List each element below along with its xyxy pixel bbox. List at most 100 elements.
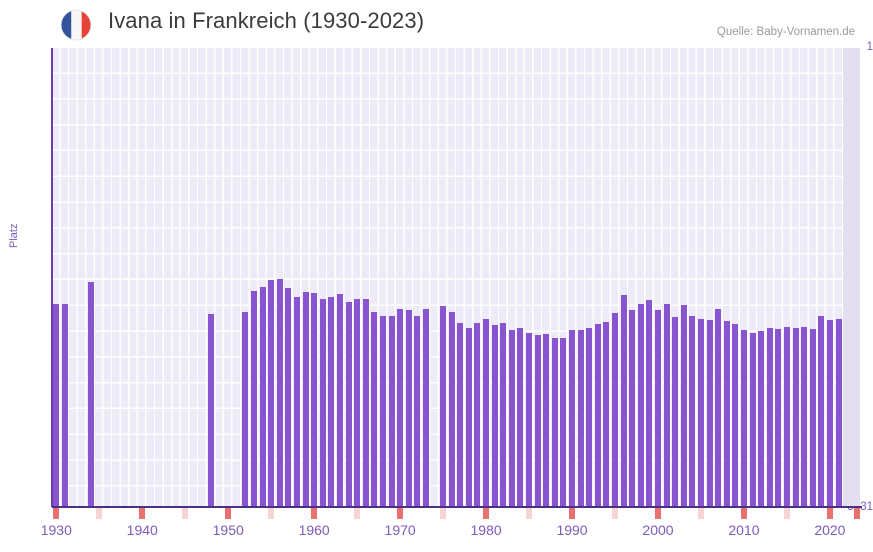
x-tick-minor [182, 508, 189, 519]
x-tick-minor [612, 508, 619, 519]
bar [397, 309, 404, 507]
bar [766, 328, 773, 507]
x-axis-labels: 1930 1940 1950 1960 1970 1980 1990 2000 2010 2020 [0, 522, 873, 546]
x-tick-minor [354, 508, 361, 519]
bar [371, 311, 378, 507]
bar [697, 319, 704, 507]
bar [268, 280, 275, 507]
x-tick-major [397, 508, 404, 519]
x-tick-major [311, 508, 318, 519]
x-axis-tick-label: 1960 [298, 522, 330, 538]
bar [740, 330, 747, 507]
x-tick-minor [440, 508, 447, 519]
bar [440, 306, 447, 507]
bar [259, 286, 266, 507]
bar [242, 311, 249, 507]
bar [208, 314, 215, 507]
bar [594, 324, 601, 507]
x-axis-line [52, 506, 862, 508]
plot-area [52, 48, 860, 507]
x-axis-tick-label: 1970 [384, 522, 416, 538]
x-tick-major [53, 508, 60, 519]
bar [646, 300, 653, 507]
bar [560, 337, 567, 507]
bar [250, 291, 257, 507]
bar [457, 322, 464, 507]
bar [706, 320, 713, 507]
bar [689, 316, 696, 507]
bar [448, 311, 455, 507]
bar [483, 319, 490, 507]
bar [526, 333, 533, 507]
chart-header: Ivana in Frankreich (1930-2023) Quelle: … [0, 0, 873, 44]
bar [629, 310, 636, 507]
x-tick-minor [783, 508, 790, 519]
x-tick-major [853, 508, 860, 519]
x-tick-major [826, 508, 833, 519]
bar [379, 316, 386, 507]
bar [414, 316, 421, 507]
x-tick-major [569, 508, 576, 519]
bar [801, 326, 808, 507]
x-axis-tick-label: 1930 [40, 522, 72, 538]
bar [474, 323, 481, 507]
bar [809, 329, 816, 507]
x-axis-tick-label: 1990 [556, 522, 588, 538]
bar [620, 295, 627, 507]
bar [61, 303, 68, 507]
bar [663, 303, 670, 507]
bar [654, 310, 661, 507]
x-axis-tick-label: 2020 [814, 522, 846, 538]
bar [500, 322, 507, 507]
france-flag-icon [60, 9, 92, 41]
bar [818, 316, 825, 507]
x-axis-tick-label: 2000 [642, 522, 674, 538]
bar [732, 324, 739, 507]
bar [551, 338, 558, 507]
bar [354, 298, 361, 507]
bar [637, 303, 644, 507]
bar [586, 327, 593, 507]
x-tick-minor [96, 508, 103, 519]
x-tick-major [740, 508, 747, 519]
no-data-region [842, 48, 860, 507]
bar [775, 329, 782, 507]
x-tick-minor [268, 508, 275, 519]
bar [422, 309, 429, 507]
x-tick-minor [697, 508, 704, 519]
bar [285, 287, 292, 507]
bar [680, 305, 687, 507]
bar [491, 325, 498, 507]
bar [311, 292, 318, 507]
bar-series [52, 48, 860, 507]
chart-title: Ivana in Frankreich (1930-2023) [108, 8, 425, 33]
bar [508, 330, 515, 507]
x-tick-major [139, 508, 146, 519]
x-axis-tick-label: 2010 [728, 522, 760, 538]
bar [672, 316, 679, 507]
bar [405, 310, 412, 507]
bar [758, 330, 765, 507]
y-axis-line [51, 48, 53, 507]
x-axis-tick-label: 1940 [126, 522, 158, 538]
bar [792, 327, 799, 507]
bar [293, 296, 300, 507]
bar [749, 332, 756, 507]
bar [534, 335, 541, 507]
x-axis-tick-strip [52, 508, 860, 520]
bar [302, 291, 309, 507]
bar [336, 293, 343, 507]
x-tick-major [483, 508, 490, 519]
y-axis-tick-top: 1 [866, 41, 873, 53]
bar [276, 278, 283, 507]
bar [319, 299, 326, 507]
bar [826, 320, 833, 507]
x-axis-tick-label: 1980 [470, 522, 502, 538]
x-axis-tick-label: 1950 [212, 522, 244, 538]
bar [723, 321, 730, 507]
bar [345, 301, 352, 507]
bar [577, 330, 584, 507]
bar [783, 326, 790, 507]
x-tick-minor [526, 508, 533, 519]
